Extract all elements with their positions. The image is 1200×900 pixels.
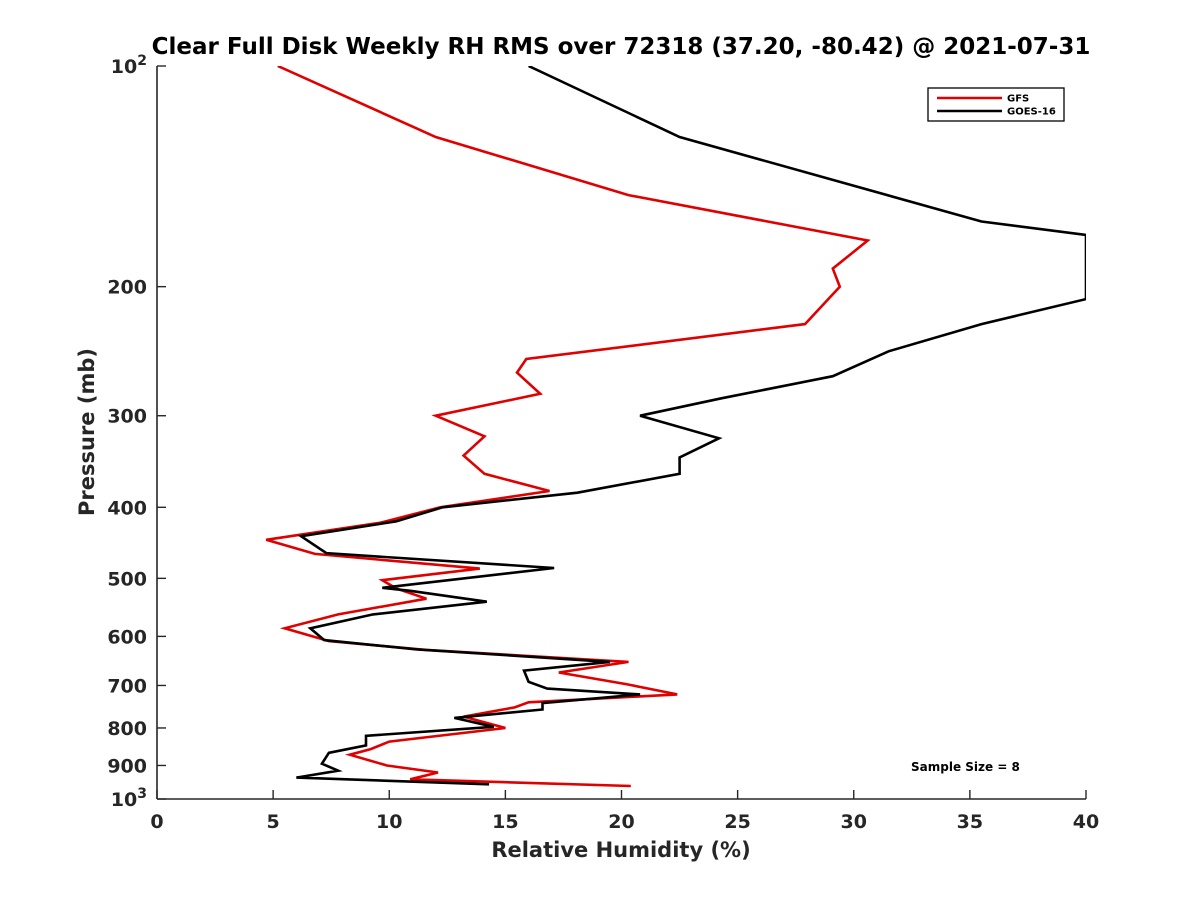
y-tick-label: 300 (107, 406, 147, 428)
y-tick-label: 103 (111, 786, 147, 811)
y-tick-label: 200 (107, 277, 147, 299)
legend-label-goes16: GOES-16 (1007, 107, 1056, 118)
y-tick-label: 102 (111, 53, 147, 78)
x-tick-label: 25 (724, 811, 750, 833)
plot-area (265, 66, 1086, 788)
x-tick-label: 20 (608, 811, 634, 833)
x-tick-label: 35 (957, 811, 983, 833)
x-tick-label: 0 (150, 811, 163, 833)
x-axis-label: Relative Humidity (%) (491, 838, 750, 862)
y-tick-label: 400 (107, 497, 147, 519)
legend: GFS GOES-16 (927, 87, 1065, 122)
x-tick-label: 10 (376, 811, 402, 833)
legend-label-gfs: GFS (1007, 94, 1029, 105)
y-tick-label: 900 (107, 755, 147, 777)
y-tick-label: 600 (107, 626, 147, 648)
y-axis-label: Pressure (mb) (75, 348, 99, 516)
x-tick-label: 30 (841, 811, 867, 833)
sample-size-annotation: Sample Size = 8 (911, 760, 1020, 774)
series-line-goes16 (296, 66, 1086, 786)
x-tick-label: 40 (1073, 811, 1099, 833)
y-tick-label: 800 (107, 718, 147, 740)
legend-box (927, 87, 1065, 122)
y-tick-label: 700 (107, 675, 147, 697)
series-line-gfs (265, 66, 871, 788)
x-tick-label: 15 (492, 811, 518, 833)
y-tick-label: 500 (107, 568, 147, 590)
x-tick-label: 5 (267, 811, 280, 833)
chart-title: Clear Full Disk Weekly RH RMS over 72318… (152, 34, 1091, 60)
axes: 0 5 10 15 20 25 30 35 40 102 200 300 400 500 600 700 800… (107, 53, 1099, 833)
